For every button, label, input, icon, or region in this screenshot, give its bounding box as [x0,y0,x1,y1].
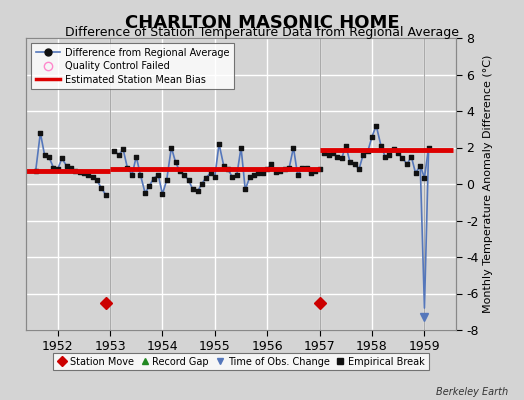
Point [115,152,123,158]
Point [102,192,110,198]
Point [407,154,416,160]
Point [53,166,62,173]
Point [132,154,140,160]
Point [381,154,389,160]
Point [176,168,184,174]
Point [67,164,75,171]
Point [45,154,53,160]
Point [220,162,228,169]
Point [346,159,354,165]
Point [171,159,180,165]
Point [293,172,302,178]
Point [372,122,380,129]
Point [276,168,285,174]
Point [215,141,223,147]
Point [267,161,276,167]
Point [123,164,132,171]
Point [154,172,162,178]
Text: Berkeley Earth: Berkeley Earth [436,387,508,397]
Point [167,144,176,151]
Point [145,183,154,189]
Point [250,172,258,178]
Point [272,169,280,175]
Point [280,166,289,173]
Point [259,170,267,176]
Point [320,150,328,156]
Point [184,177,193,184]
Point [189,186,197,193]
Point [263,166,271,173]
Point [36,130,45,136]
Point [355,166,363,173]
Point [40,152,49,158]
Point [359,152,367,158]
Point [411,170,420,176]
Point [368,133,376,140]
Point [180,172,189,178]
Point [337,155,346,162]
Point [128,172,136,178]
Point [58,155,66,162]
Point [246,174,254,180]
Point [342,142,350,149]
Point [93,177,101,184]
Point [62,162,71,169]
Point [307,170,315,176]
Point [80,170,88,176]
Point [198,181,206,187]
Point [403,161,411,167]
Point [385,152,394,158]
Legend: Station Move, Record Gap, Time of Obs. Change, Empirical Break: Station Move, Record Gap, Time of Obs. C… [53,353,429,370]
Point [206,170,215,176]
Point [141,190,149,196]
Point [351,161,359,167]
Y-axis label: Monthly Temperature Anomaly Difference (°C): Monthly Temperature Anomaly Difference (… [483,55,493,313]
Point [329,150,337,156]
Point [390,146,398,152]
Point [394,150,402,156]
Point [416,162,424,169]
Point [424,144,433,151]
Point [31,168,40,174]
Point [398,155,407,162]
Point [224,166,232,173]
Point [158,191,167,197]
Point [324,152,333,158]
Point [49,164,58,171]
Point [202,174,210,181]
Point [89,174,97,180]
Text: CHARLTON MASONIC HOME: CHARLTON MASONIC HOME [125,14,399,32]
Point [420,174,429,181]
Point [228,174,236,180]
Point [333,154,341,160]
Point [193,188,202,194]
Point [71,168,79,174]
Point [285,164,293,171]
Point [162,177,171,184]
Point [377,142,385,149]
Point [241,186,249,193]
Point [97,184,105,191]
Point [311,168,320,174]
Point [289,144,298,151]
Point [211,174,219,180]
Point [119,146,127,152]
Point [75,169,84,175]
Point [254,170,263,176]
Point [84,172,92,178]
Point [233,172,241,178]
Point [110,148,118,154]
Point [364,148,372,154]
Point [136,172,145,178]
Point [237,144,245,151]
Point [302,165,311,172]
Text: Difference of Station Temperature Data from Regional Average: Difference of Station Temperature Data f… [65,26,459,39]
Point [315,166,324,173]
Point [298,165,307,172]
Point [149,175,158,182]
